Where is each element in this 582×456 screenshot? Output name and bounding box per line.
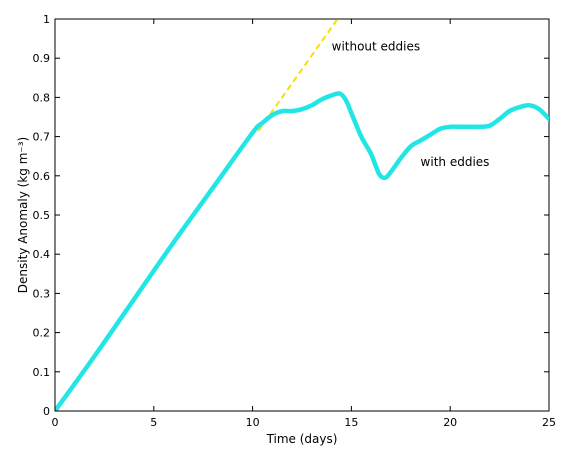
plot-frame	[54, 18, 550, 412]
y-tick-label: 0.9	[33, 52, 51, 65]
series-line-without-eddies	[257, 19, 339, 132]
x-axis-label: Time (days)	[266, 432, 338, 446]
y-tick-label: 0.2	[33, 327, 51, 340]
series-line-with-eddies	[55, 91, 549, 411]
x-tick-label: 5	[150, 416, 157, 429]
x-tick-label: 25	[542, 416, 556, 429]
series-layer	[55, 19, 549, 411]
y-tick-label: 0.1	[33, 366, 51, 379]
y-tick-label: 0.8	[33, 91, 51, 104]
y-tick-label: 0.7	[33, 131, 51, 144]
x-tick-label: 15	[344, 416, 358, 429]
x-tick-label: 0	[52, 416, 59, 429]
ticks-layer: 0 5 10 15 20 25 0 0.1 0.2 0.3 0.4 0.5 0.6 0.7 0.8 0.9 1	[33, 13, 557, 429]
y-tick-label: 0.6	[33, 170, 51, 183]
plot-area	[54, 18, 550, 412]
y-tick-label: 0.5	[33, 209, 51, 222]
y-tick-label: 0	[43, 405, 50, 418]
y-axis-label: Density Anomaly (kg m⁻³)	[16, 137, 30, 293]
y-tick-label: 1	[43, 13, 50, 26]
y-tick-label: 0.4	[33, 248, 51, 261]
annotation-without-eddies: without eddies	[332, 39, 421, 53]
y-tick-label: 0.3	[33, 287, 51, 300]
annotation-with-eddies: with eddies	[421, 155, 490, 169]
x-tick-label: 10	[246, 416, 260, 429]
x-tick-label: 20	[443, 416, 457, 429]
